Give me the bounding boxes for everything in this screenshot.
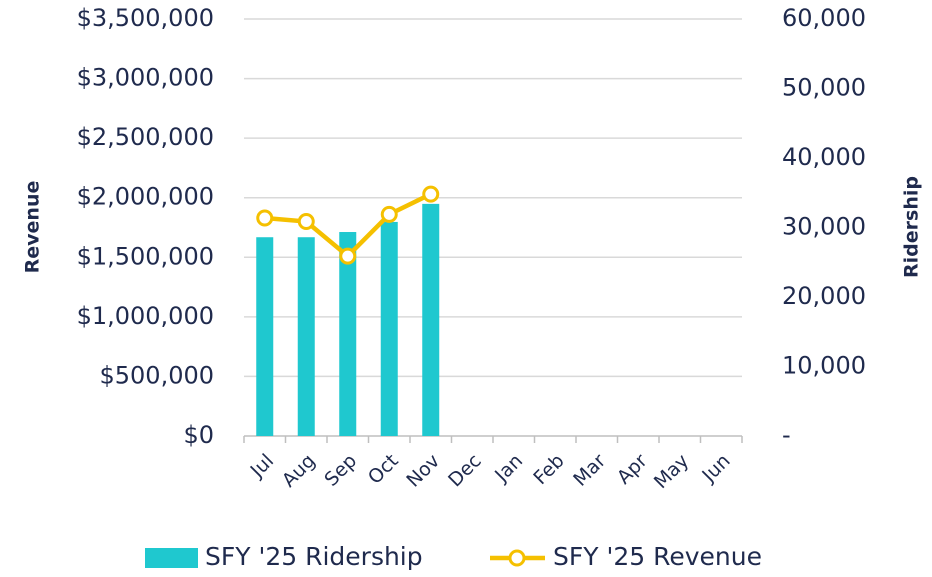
x-tick-label: Jul (246, 450, 278, 482)
y2-tick-label: - (782, 421, 791, 449)
y-tick-label: $500,000 (99, 361, 214, 389)
y2-tick-label: 40,000 (782, 143, 866, 171)
y-tick-label: $3,000,000 (77, 64, 214, 92)
legend-swatch (145, 548, 198, 568)
bar (256, 237, 274, 436)
y2-tick-label: 20,000 (782, 282, 866, 310)
legend-item: SFY '25 Revenue (490, 542, 762, 571)
x-tick-label: Dec (444, 450, 486, 492)
y2-tick-label: 10,000 (782, 352, 866, 380)
y2-tick-label: 30,000 (782, 213, 866, 241)
x-tick-label: Oct (364, 450, 403, 489)
x-tick-label: Feb (529, 450, 568, 489)
bar (297, 237, 315, 436)
y-tick-label: $2,500,000 (77, 123, 214, 151)
x-tick-label: Nov (402, 450, 444, 492)
y-tick-label: $1,000,000 (77, 302, 214, 330)
x-tick-label: Sep (320, 450, 361, 491)
bar (339, 232, 357, 436)
legend-item: SFY '25 Ridership (145, 542, 423, 571)
y-tick-label: $1,500,000 (77, 242, 214, 270)
x-tick-label: Aug (278, 450, 320, 492)
legend-label: SFY '25 Revenue (553, 542, 762, 571)
line-marker (339, 247, 357, 265)
y2-tick-label: 60,000 (782, 4, 866, 32)
y2-axis-title: Ridership (901, 176, 923, 278)
bar (380, 221, 398, 436)
legend-label: SFY '25 Ridership (205, 542, 423, 571)
x-tick-label: May (650, 450, 693, 493)
line-marker (297, 213, 315, 231)
x-tick-label: Jun (697, 450, 734, 487)
x-tick-label: Apr (613, 450, 652, 489)
y-tick-label: $2,000,000 (77, 183, 214, 211)
legend-marker (508, 549, 526, 567)
y-tick-label: $0 (183, 421, 214, 449)
line-marker (256, 209, 274, 227)
x-tick-label: Jan (490, 450, 527, 487)
bar (422, 203, 440, 436)
y-axis-title: Revenue (22, 181, 44, 274)
line-marker (422, 185, 440, 203)
line-marker (380, 205, 398, 223)
y-tick-label: $3,500,000 (77, 4, 214, 32)
y2-tick-label: 50,000 (782, 74, 866, 102)
x-tick-label: Mar (569, 450, 610, 491)
